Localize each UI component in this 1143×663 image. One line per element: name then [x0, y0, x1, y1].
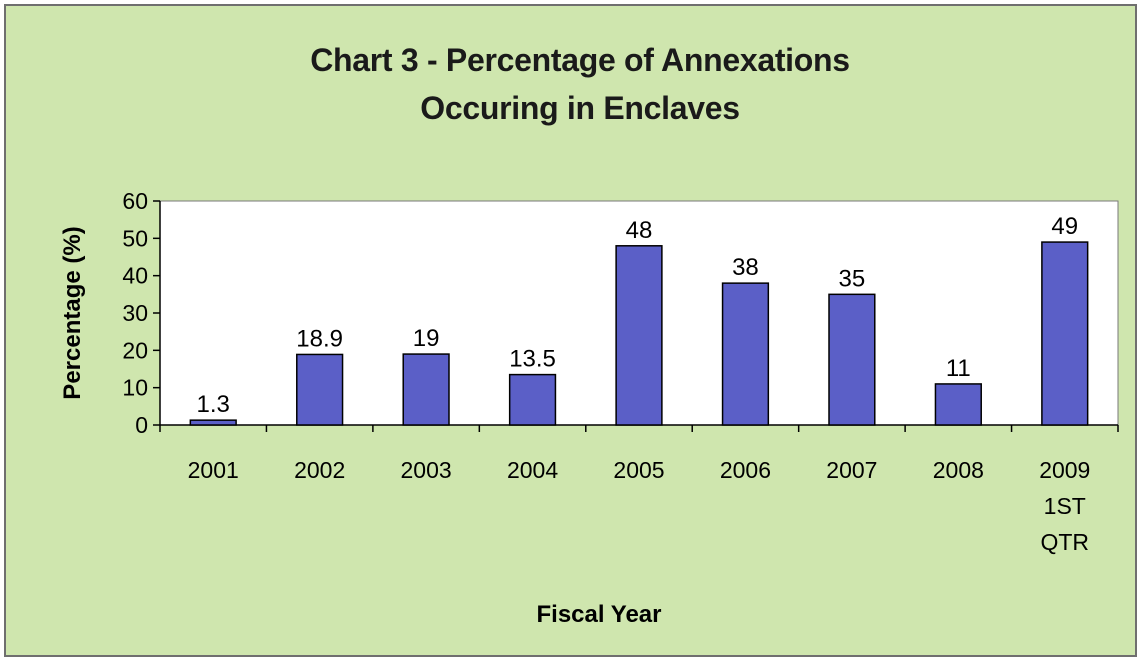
data-label-4: 48 — [626, 217, 653, 244]
bar-2 — [402, 353, 450, 426]
x-axis: 2001 2002 2003 2004 2005 2006 2007 2008 2009 1ST Q… — [159, 424, 1119, 555]
x-tick-label: 2001 — [188, 457, 239, 483]
bar-0 — [189, 419, 237, 426]
data-labels: 1.3 18.9 19 13.5 48 38 35 11 49 — [197, 213, 1079, 418]
chart-title: Chart 3 - Percentage of Annexations Occu… — [310, 42, 850, 126]
data-label-8: 49 — [1051, 213, 1078, 240]
y-tick-label: 20 — [122, 337, 148, 363]
data-label-1: 18.9 — [296, 325, 343, 352]
bar-6 — [828, 293, 876, 426]
bars — [189, 241, 1089, 426]
bar-5 — [721, 282, 770, 426]
y-axis-title: Percentage (%) — [59, 226, 86, 399]
x-tick-label: 2009 1ST QTR — [1039, 457, 1090, 555]
data-label-3: 13.5 — [509, 346, 556, 373]
data-label-0: 1.3 — [197, 391, 230, 418]
data-label-5: 38 — [732, 254, 759, 281]
bar-1 — [296, 353, 344, 426]
data-label-6: 35 — [839, 265, 866, 292]
y-tick-label: 30 — [122, 300, 148, 326]
x-tick-label: 2008 — [933, 457, 984, 483]
x-axis-title: Fiscal Year — [537, 601, 662, 628]
y-axis: 0 10 20 30 40 50 60 — [122, 188, 161, 438]
bar-8 — [1041, 241, 1089, 426]
y-tick-label: 60 — [122, 188, 148, 214]
x-tick-label: 2007 — [826, 457, 877, 483]
x-tick-label: 2005 — [613, 457, 664, 483]
data-label-7: 11 — [946, 355, 971, 382]
x-tick-label: 2003 — [401, 457, 452, 483]
x-tick-label: 2002 — [294, 457, 345, 483]
x-tick-label: 2004 — [507, 457, 558, 483]
x-tick-label: 2006 — [720, 457, 771, 483]
bar-3 — [508, 373, 557, 426]
bar-7 — [934, 383, 982, 426]
y-tick-label: 10 — [122, 375, 148, 401]
y-tick-label: 50 — [122, 225, 148, 251]
bar-4 — [615, 245, 663, 426]
data-label-2: 19 — [413, 325, 440, 352]
y-tick-label: 40 — [122, 263, 148, 289]
y-tick-label: 0 — [135, 412, 148, 438]
